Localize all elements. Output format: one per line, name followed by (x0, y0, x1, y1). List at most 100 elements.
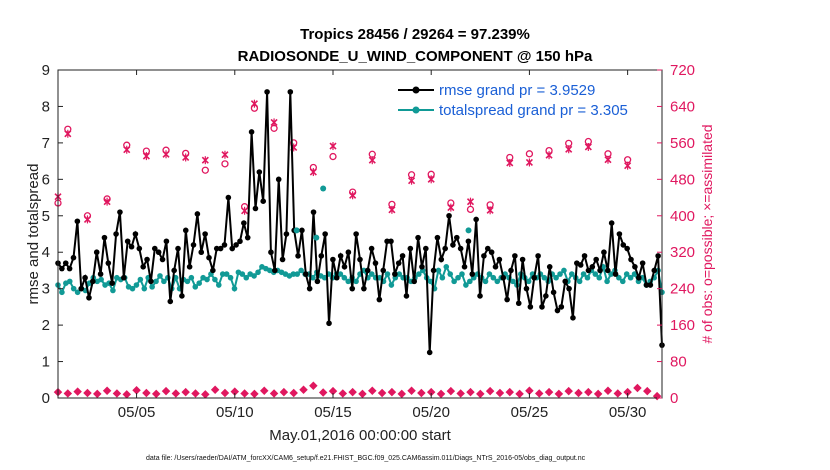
rmse-point (306, 285, 313, 292)
rmse-point (213, 245, 220, 252)
spread-point (290, 271, 297, 277)
spread-point (482, 278, 489, 285)
legend-spread-label: totalspread grand pr = 3.305 (439, 102, 628, 119)
spread-point (604, 278, 610, 285)
rmse-point (310, 209, 317, 215)
spread-point (463, 282, 469, 288)
y2-tick-label: 320 (670, 244, 695, 261)
rmse-point (624, 245, 630, 252)
y-tick-label: 0 (42, 390, 50, 407)
obs-lower-point (73, 387, 82, 396)
spread-point (157, 273, 163, 279)
spread-point (384, 271, 391, 277)
rmse-point (93, 249, 100, 256)
rmse-point (473, 216, 479, 223)
y2-tick-label: 80 (670, 354, 687, 371)
obs-assimilated-point (565, 145, 573, 154)
rmse-point (519, 256, 526, 263)
rmse-point (202, 231, 208, 237)
obs-possible-circle (329, 152, 337, 161)
obs-lower-point (643, 386, 652, 396)
spread-point (243, 274, 250, 281)
spread-point (251, 273, 257, 279)
obs-lower-point (220, 388, 230, 398)
rmse-point (643, 282, 650, 288)
obs-lower-point (397, 389, 406, 399)
rmse-point (411, 278, 418, 285)
obs-lower-point (505, 387, 515, 397)
spread-point (443, 264, 450, 270)
footer-data-file: data file: /Users/raeder/DAI/ATM_forcXX/… (146, 455, 586, 462)
rmse-point (426, 349, 433, 356)
rmse-point (113, 231, 119, 237)
y2-tick-label: 560 (670, 135, 695, 152)
y2-axis-label: # of obs: o=possible; ×=assimilated (699, 124, 715, 343)
rmse-point (330, 256, 336, 263)
y2-tick-label: 480 (670, 171, 695, 188)
spread-point (293, 227, 300, 234)
obs-lower-point (191, 389, 200, 398)
rmse-point (388, 238, 394, 245)
rmse-point (589, 264, 596, 270)
rmse-point (97, 271, 104, 277)
rmse-point (647, 282, 654, 288)
rmse-point (333, 274, 340, 281)
x-tick-label: 05/30 (609, 404, 647, 421)
obs-assimilated-point (182, 153, 190, 162)
rmse-point (206, 254, 212, 261)
rmse-point (70, 254, 77, 261)
obs-lower-point (623, 387, 632, 397)
rmse-point (74, 218, 81, 225)
rmse-point (190, 242, 197, 248)
rmse-point (186, 264, 193, 270)
obs-lower-point (318, 388, 328, 397)
obs-lower-point (652, 391, 662, 401)
rmse-point (438, 256, 445, 263)
rmse-point (132, 231, 139, 237)
spread-point (435, 267, 442, 274)
spread-point (627, 274, 634, 281)
obs-assimilated-point (241, 206, 249, 215)
rmse-point (558, 304, 565, 310)
spread-point (584, 274, 591, 281)
obs-lower-point (151, 389, 161, 399)
obs-lower-point (407, 386, 416, 395)
obs-lower-point (63, 389, 73, 398)
rmse-point (632, 264, 638, 270)
obs-lower-point (495, 388, 505, 398)
spread-point (368, 271, 375, 277)
y2-tick-label: 720 (670, 62, 695, 79)
rmse-point (198, 249, 205, 256)
spread-point (70, 285, 77, 292)
spread-point (510, 278, 516, 285)
rmse-point (210, 267, 216, 274)
rmse-point (543, 293, 549, 299)
obs-assimilated-point (270, 118, 278, 127)
obs-assimilated-point (506, 158, 514, 167)
rmse-point (241, 220, 247, 226)
y-tick-label: 6 (42, 171, 50, 188)
obs-lower-point (485, 386, 495, 396)
spread-point (149, 284, 155, 290)
obs-assimilated-point (250, 99, 258, 108)
spread-point (137, 276, 144, 283)
spread-point (592, 271, 599, 277)
spread-point (396, 271, 403, 277)
rmse-point (585, 267, 592, 274)
obs-assimilated-point (201, 156, 209, 165)
spread-point (223, 271, 230, 277)
rmse-point (357, 256, 363, 263)
legend-rmse-label: rmse grand pr = 3.9529 (439, 82, 595, 99)
rmse-point (546, 264, 553, 270)
obs-assimilated-point (466, 197, 475, 206)
spread-point (204, 276, 210, 283)
obs-assimilated-point (447, 203, 455, 212)
rmse-point (256, 169, 263, 175)
y2-tick-label: 160 (670, 317, 695, 334)
obs-lower-point (387, 387, 397, 397)
rmse-point (562, 278, 569, 285)
spread-point (439, 274, 446, 281)
spread-point (310, 274, 316, 281)
obs-lower-point (417, 388, 426, 398)
rmse-point (395, 260, 402, 266)
